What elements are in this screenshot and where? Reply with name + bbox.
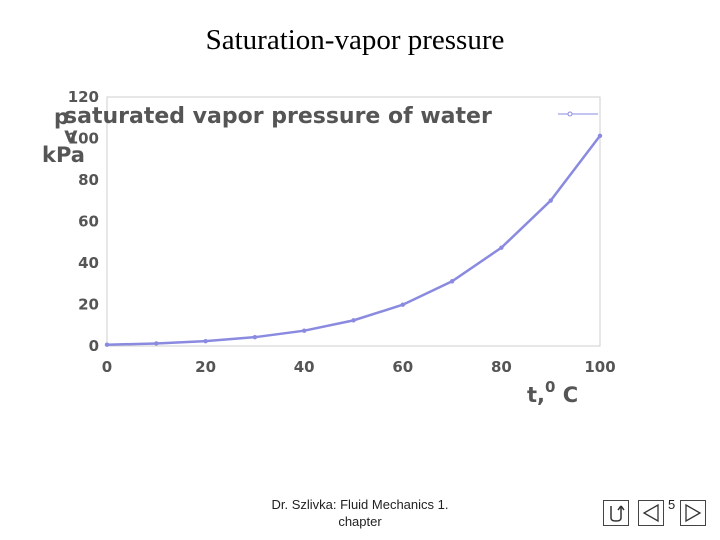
x-tick-label: 20 (195, 358, 216, 376)
y-tick-label: 20 (78, 296, 99, 314)
data-point (203, 338, 208, 344)
y-tick-label: 40 (78, 254, 99, 272)
y-axis-label-p: p (54, 105, 69, 129)
footer-line-2: chapter (338, 514, 382, 529)
series-layer (104, 133, 603, 347)
x-tick-label: 0 (102, 358, 112, 376)
data-point (499, 245, 504, 250)
y-tick-label: 60 (78, 213, 99, 231)
x-tick-labels: 0 20 40 60 80 100 (102, 358, 616, 376)
x-tick-label: 40 (294, 358, 315, 376)
data-point (548, 198, 553, 203)
series-line (106, 135, 601, 346)
data-point (351, 318, 356, 323)
data-point (400, 302, 405, 307)
y-tick-labels: 0 20 40 60 80 100 120 (68, 88, 99, 355)
footer: Dr. Szlivka: Fluid Mechanics 1. chapter (250, 496, 470, 530)
triangle-right-icon (685, 503, 702, 523)
slide-number: 5 (668, 497, 676, 512)
plot-frame (106, 96, 601, 347)
previous-slide-button[interactable] (638, 500, 664, 526)
legend-marker (567, 111, 573, 117)
data-point (104, 342, 110, 347)
return-icon (610, 505, 625, 522)
triangle-left-icon (642, 503, 659, 523)
y-tick-label: 120 (68, 88, 99, 106)
data-point (597, 133, 603, 139)
x-tick-label: 60 (392, 358, 413, 376)
data-point (252, 334, 258, 340)
data-point (302, 328, 307, 333)
y-axis-label-v: v (64, 123, 78, 147)
x-tick-label: 80 (491, 358, 512, 376)
next-slide-button[interactable] (680, 500, 706, 526)
return-button[interactable] (603, 500, 629, 526)
y-tick-label: 100 (68, 130, 99, 148)
data-point (154, 341, 159, 346)
footer-line-1: Dr. Szlivka: Fluid Mechanics 1. (271, 497, 449, 512)
x-axis-label: t,0 C (527, 378, 578, 407)
y-axis-label-unit: kPa (42, 143, 85, 167)
legend-label: saturated vapor pressure of water (64, 104, 492, 129)
x-tick-label: 100 (584, 358, 615, 376)
data-point (449, 279, 455, 284)
slide-title: Saturation-vapor pressure (205, 24, 505, 56)
y-tick-label: 0 (89, 337, 99, 355)
y-tick-label: 80 (78, 171, 99, 189)
